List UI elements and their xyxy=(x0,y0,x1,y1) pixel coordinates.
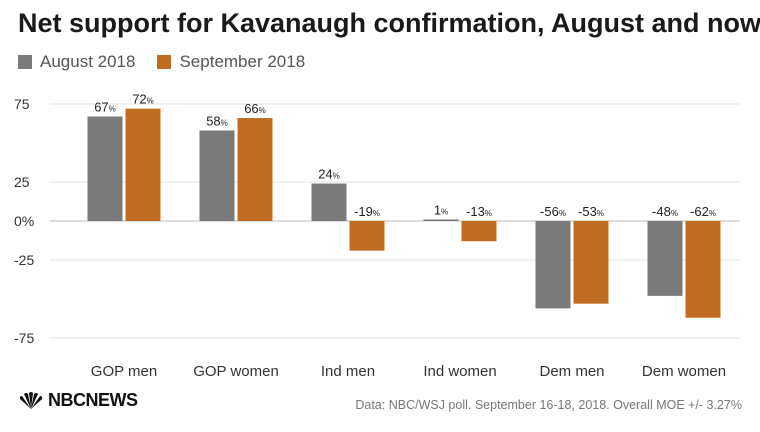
nbc-news-logo: NBCNEWS xyxy=(18,390,138,411)
x-tick-label: Ind men xyxy=(321,363,375,380)
y-tick-label: 25 xyxy=(14,174,30,190)
data-label: 58% xyxy=(206,114,228,129)
chart-title: Net support for Kavanaugh confirmation, … xyxy=(18,8,760,38)
bar xyxy=(87,116,123,221)
legend-item-august: August 2018 xyxy=(18,52,135,72)
x-tick-label: Ind women xyxy=(423,363,496,380)
bar xyxy=(573,221,609,304)
x-tick-label: GOP women xyxy=(193,363,279,380)
source-note: Data: NBC/WSJ poll. September 16-18, 201… xyxy=(355,398,742,412)
bar xyxy=(311,183,347,221)
x-tick-label: GOP men xyxy=(91,363,157,380)
data-label: -13% xyxy=(466,204,492,219)
data-label: 1% xyxy=(434,202,448,217)
legend-item-september: September 2018 xyxy=(157,52,305,72)
bar xyxy=(237,118,273,221)
data-label: 66% xyxy=(244,101,266,116)
legend-swatch-august xyxy=(18,55,32,69)
x-tick-label: Dem women xyxy=(642,363,726,380)
bar xyxy=(535,221,571,309)
legend-label-august: August 2018 xyxy=(40,52,136,71)
y-tick-label: 0% xyxy=(14,213,34,229)
bar xyxy=(199,130,235,221)
data-label: -48% xyxy=(652,204,678,219)
data-label: -56% xyxy=(540,204,566,219)
x-tick-label: Dem men xyxy=(539,363,604,380)
legend-swatch-september xyxy=(157,55,172,69)
legend: August 2018 September 2018 xyxy=(18,52,327,72)
y-tick-label: -25 xyxy=(14,252,34,268)
bar xyxy=(461,221,497,242)
data-label: 67% xyxy=(94,99,116,114)
peacock-icon xyxy=(19,391,43,409)
bar xyxy=(647,221,683,296)
data-label: 72% xyxy=(132,92,154,107)
data-label: -19% xyxy=(354,204,380,219)
y-tick-label: -75 xyxy=(14,330,34,346)
legend-label-september: September 2018 xyxy=(179,52,306,71)
data-label: -53% xyxy=(578,204,604,219)
data-label: -62% xyxy=(690,204,716,219)
y-tick-label: 75 xyxy=(14,96,30,112)
bar xyxy=(423,219,459,221)
logo-wordmark: NBCNEWS xyxy=(48,390,138,410)
data-label: 24% xyxy=(318,167,340,182)
bar xyxy=(125,108,161,221)
bar xyxy=(349,221,385,251)
bar xyxy=(685,221,721,318)
